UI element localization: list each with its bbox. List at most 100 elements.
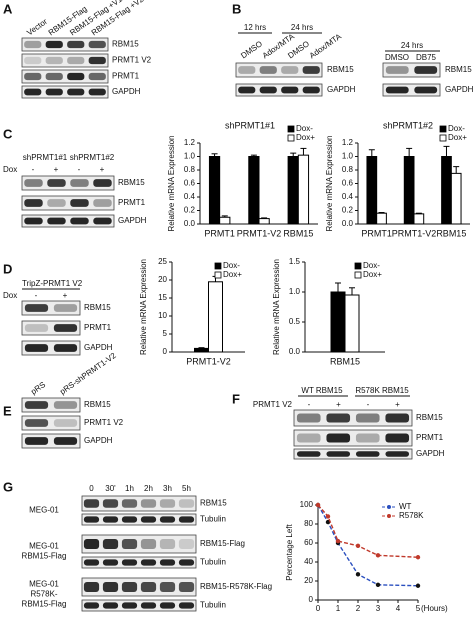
legend-swatch: [287, 134, 295, 142]
band: [414, 86, 438, 94]
y-tick-label: 1.0: [342, 152, 354, 161]
row-label: Tubulin: [200, 601, 226, 610]
row-label: Tubulin: [200, 515, 226, 524]
legend-swatch: [354, 262, 362, 270]
band: [159, 499, 176, 508]
legend-swatch: [439, 125, 447, 133]
row-label: RBM15-R578K-Flag: [200, 582, 272, 591]
point: [335, 538, 341, 544]
bar: [194, 347, 209, 353]
y-tick-label: 0: [309, 595, 314, 604]
x-tick-label: RBM15: [330, 356, 360, 366]
row-label: GAPDH: [112, 87, 141, 96]
dox-label: Dox: [3, 165, 17, 174]
bar: [441, 156, 452, 225]
band: [47, 179, 66, 187]
band: [24, 437, 49, 445]
band: [53, 304, 78, 312]
blot: [21, 69, 109, 84]
row-label: GAPDH: [327, 85, 356, 94]
legend-label: Dox-: [363, 261, 380, 270]
blot: [293, 409, 413, 427]
y-tick-label: 1.0: [289, 287, 301, 296]
band: [385, 451, 410, 457]
blot: [235, 62, 323, 78]
point: [325, 519, 331, 525]
band: [24, 72, 42, 81]
y-tick-label: 10: [158, 311, 167, 320]
band: [121, 538, 138, 550]
cell-label: MEG-01: [29, 542, 59, 551]
sign: -: [308, 400, 311, 409]
band: [102, 516, 119, 523]
time-label: 2h: [144, 484, 153, 493]
band: [88, 40, 106, 49]
y-tick-label: 5: [163, 329, 168, 338]
x-axis-label: (Hours): [421, 604, 448, 613]
band: [296, 451, 321, 457]
panel-label: F: [232, 391, 240, 406]
band: [83, 516, 100, 523]
y-tick-label: 25: [158, 257, 167, 266]
group-label: WT RBM15: [301, 386, 343, 395]
x-tick-label: RBM15: [436, 228, 466, 238]
y-tick-label: 0.2: [342, 206, 354, 215]
cell-label: RBM15-Flag: [22, 552, 67, 561]
cell-label: R578K-: [30, 590, 57, 599]
bar: [450, 172, 462, 225]
band: [159, 559, 176, 566]
band: [355, 433, 380, 443]
band: [140, 499, 157, 508]
band: [83, 559, 100, 566]
band: [296, 413, 321, 423]
panel-label: C: [3, 126, 13, 141]
x-tick-label: PRMT1: [361, 228, 392, 238]
group-label: shPRMT1#1: [23, 153, 68, 162]
blot: [81, 599, 197, 612]
time-label: 5h: [182, 484, 191, 493]
series-line: [317, 504, 419, 558]
band: [140, 581, 157, 593]
band: [178, 516, 195, 523]
y-tick-label: 1.5: [289, 257, 301, 266]
legend-label: WT: [399, 502, 412, 511]
y-axis-label: Percentage Left: [285, 523, 294, 580]
band: [159, 602, 176, 609]
blot: [21, 195, 115, 211]
y-tick-label: 0: [163, 347, 168, 356]
row-label: RBM15: [200, 499, 227, 508]
band: [238, 86, 256, 94]
band: [67, 72, 85, 81]
row-label: RBM15: [112, 40, 139, 49]
row-label: RBM15: [416, 413, 443, 422]
x-tick-label: PRMT1-V2: [392, 228, 437, 238]
row-label: PRMT1: [112, 72, 140, 81]
band: [385, 433, 410, 443]
lane-label: Vector: [25, 17, 49, 38]
blot: [21, 37, 109, 52]
band: [385, 86, 409, 94]
panel-label: D: [3, 261, 12, 276]
band: [121, 499, 138, 508]
y-tick-label: 0.2: [184, 206, 196, 215]
row-label: GAPDH: [84, 343, 113, 352]
row-label: GAPDH: [416, 449, 445, 458]
x-tick-label: 3: [376, 604, 381, 613]
band: [53, 419, 78, 427]
sign: -: [367, 400, 370, 409]
band: [45, 88, 63, 96]
panel-label: B: [232, 1, 241, 16]
band: [24, 401, 49, 409]
bar: [413, 213, 425, 225]
row-label: PRMT1: [118, 198, 146, 207]
band: [67, 88, 85, 96]
sign: +: [395, 400, 400, 409]
y-tick-label: 0.6: [184, 179, 196, 188]
band: [67, 56, 85, 65]
band: [178, 581, 195, 593]
y-tick-label: 1.2: [184, 138, 196, 147]
bar: [208, 156, 221, 225]
construct-label: TripZ-PRMT1 V2: [22, 279, 83, 288]
band: [326, 451, 351, 457]
